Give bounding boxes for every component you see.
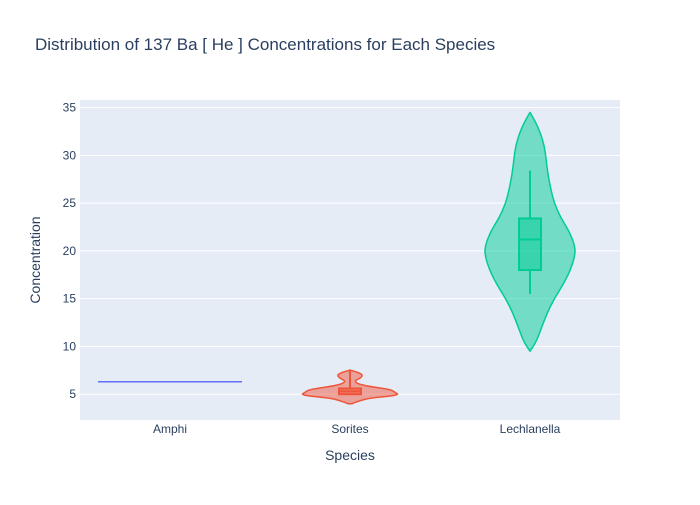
y-tick-label-15: 15: [63, 292, 77, 306]
y-tick-label-10: 10: [63, 339, 77, 353]
violin-layer: [98, 111, 576, 405]
chart-title: Distribution of 137 Ba [ He ] Concentrat…: [35, 35, 495, 54]
x-tick-label-lechlanella: Lechlanella: [500, 422, 561, 436]
x-tick-label-amphi: Amphi: [153, 422, 187, 436]
x-tick-label-sorites: Sorites: [331, 422, 368, 436]
y-axis-title: Concentration: [27, 216, 43, 303]
box-lechlanella: [518, 217, 542, 272]
x-axis-title: Species: [325, 447, 375, 463]
violin-sorites: [301, 369, 399, 405]
y-tick-labels: 5 10 15 20 25 30 35: [63, 101, 77, 402]
y-tick-label-35: 35: [63, 101, 77, 115]
y-tick-label-5: 5: [69, 387, 76, 401]
y-tick-label-20: 20: [63, 244, 77, 258]
x-tick-labels: Amphi Sorites Lechlanella: [153, 422, 561, 436]
y-tick-label-25: 25: [63, 196, 77, 210]
y-tick-label-30: 30: [63, 148, 77, 162]
violin-lechlanella: [484, 111, 576, 352]
